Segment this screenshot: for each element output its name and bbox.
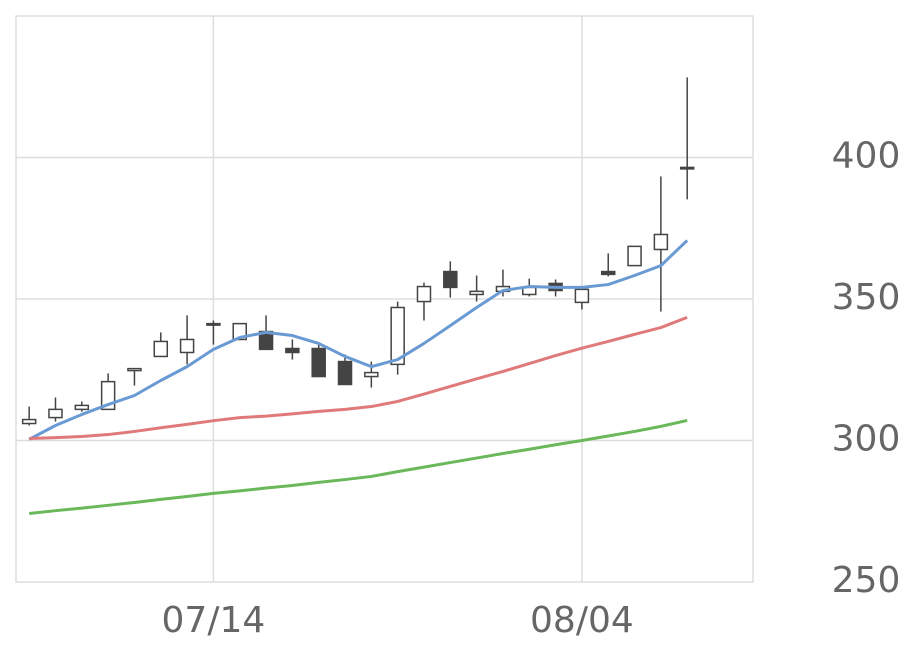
candle-body bbox=[127, 367, 142, 372]
candle-body bbox=[179, 338, 195, 354]
ma-line bbox=[28, 239, 689, 441]
candle-body bbox=[311, 347, 326, 378]
candle-body bbox=[21, 418, 37, 425]
ma-line bbox=[29, 315, 688, 441]
candle-body bbox=[416, 285, 432, 303]
candle-body bbox=[48, 408, 63, 419]
y-tick-label: 400 bbox=[832, 136, 901, 177]
x-tick-label: 08/04 bbox=[530, 600, 634, 641]
candle-body bbox=[443, 270, 458, 289]
candle-body bbox=[153, 340, 169, 358]
candle-body bbox=[469, 290, 484, 296]
candle-body bbox=[679, 166, 695, 170]
y-tick-label: 250 bbox=[832, 560, 901, 601]
candle-body bbox=[74, 404, 90, 411]
candle-body bbox=[574, 288, 590, 304]
candle-body bbox=[600, 270, 616, 276]
y-tick-label: 350 bbox=[832, 277, 901, 318]
candle-body bbox=[627, 245, 642, 267]
candle-body bbox=[337, 360, 353, 386]
candle-body bbox=[285, 347, 300, 354]
candle-body bbox=[364, 371, 379, 378]
ma-line bbox=[29, 418, 688, 516]
candle-body bbox=[206, 322, 221, 326]
x-tick-label: 07/14 bbox=[162, 600, 266, 641]
candle-body bbox=[390, 306, 405, 366]
candle-body bbox=[653, 233, 669, 251]
y-tick-label: 300 bbox=[832, 419, 901, 460]
